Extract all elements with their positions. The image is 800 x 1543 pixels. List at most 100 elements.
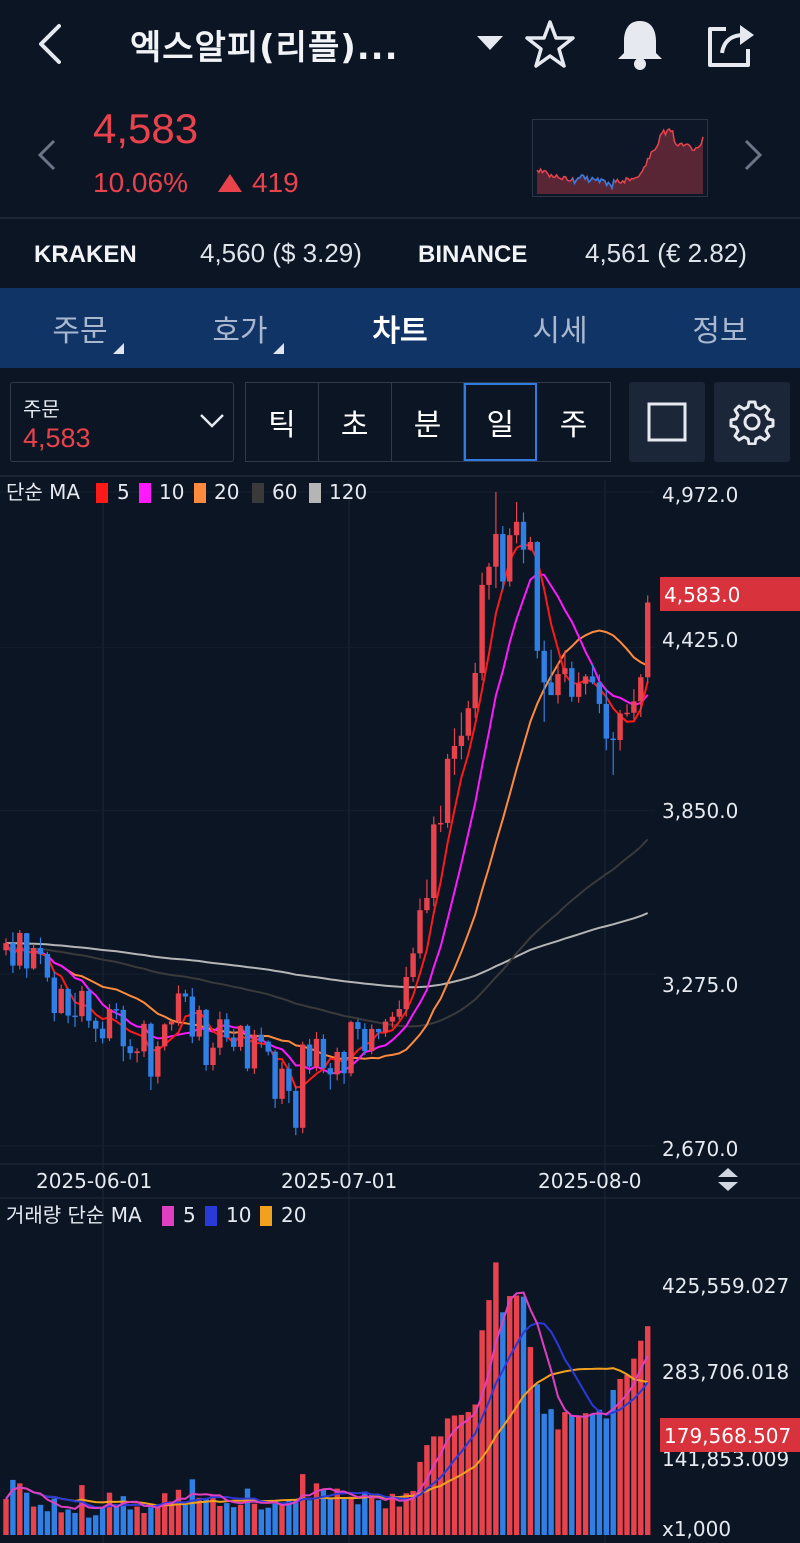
volume-bar: [17, 1483, 23, 1535]
tab-label: 주문: [52, 314, 108, 349]
candle-body: [472, 672, 478, 709]
volume-bar: [417, 1461, 423, 1535]
price-legend-title: 단순 MA: [6, 480, 80, 504]
candle-body: [155, 1046, 161, 1077]
candle-body: [203, 1009, 209, 1066]
period-day[interactable]: 일: [464, 383, 538, 461]
y-tick: 2,670.0: [662, 1137, 738, 1161]
resize-up-arrow-icon: [718, 1168, 738, 1177]
volume-bar: [555, 1429, 561, 1535]
volume-bar: [203, 1499, 209, 1535]
sparkline-line-down: [571, 174, 617, 191]
candle-body: [99, 1028, 106, 1039]
volume-bar: [355, 1504, 361, 1535]
volume-bar: [224, 1503, 230, 1535]
volume-bar: [175, 1489, 182, 1535]
period-week[interactable]: 주: [559, 408, 588, 443]
volume-bar: [479, 1330, 485, 1535]
back-button[interactable]: [22, 14, 78, 74]
volume-bar: [369, 1494, 375, 1535]
chevron-down-icon: [200, 414, 224, 428]
volume-bar: [631, 1358, 637, 1535]
period-second[interactable]: 초: [319, 383, 392, 461]
coin-selector[interactable]: 엑스알피(리플)...: [130, 18, 510, 70]
share-button[interactable]: [702, 14, 758, 74]
volume-bar: [306, 1500, 313, 1535]
period-tick[interactable]: 틱: [246, 383, 319, 461]
candle-body: [51, 977, 57, 1014]
ma10-label: 10: [159, 480, 184, 504]
resize-down-arrow-icon: [718, 1182, 738, 1191]
candle-body: [631, 701, 637, 713]
tab-orderbook[interactable]: 호가: [160, 288, 320, 368]
share-icon: [708, 25, 754, 67]
candle-body: [638, 677, 644, 702]
volume-bar: [265, 1507, 271, 1535]
volume-bar: [51, 1498, 57, 1535]
candle-body: [534, 542, 540, 651]
volume-bar: [148, 1504, 154, 1535]
volume-bar: [189, 1479, 195, 1535]
volume-bar: [210, 1494, 216, 1535]
volume-bar: [362, 1491, 368, 1535]
candle-body: [500, 534, 506, 582]
prev-coin-button[interactable]: [32, 135, 62, 175]
ma120-line: [5, 912, 649, 989]
candle-body: [231, 1037, 237, 1047]
volume-bar: [493, 1262, 499, 1535]
tab-info[interactable]: 정보: [640, 288, 800, 368]
candle-body: [17, 932, 23, 966]
volume-bar: [237, 1504, 244, 1535]
fullscreen-button[interactable]: [629, 382, 705, 462]
chevron-left-icon: [37, 139, 56, 171]
vol-ma20-label: 20: [281, 1203, 306, 1227]
candle-body: [93, 1020, 99, 1029]
vol-ma20-swatch: [260, 1206, 272, 1226]
period-minute[interactable]: 분: [392, 383, 465, 461]
candle-body: [403, 976, 409, 1010]
order-value: 4,583: [23, 423, 91, 453]
tab-order[interactable]: 주문: [0, 288, 160, 368]
order-price-selector[interactable]: 주문 4,583: [10, 382, 234, 462]
bell-icon: [618, 21, 662, 70]
coin-dropdown-button[interactable]: [462, 14, 518, 74]
alert-button[interactable]: [612, 14, 668, 74]
volume-bar: [86, 1517, 92, 1535]
volume-bar: [168, 1501, 175, 1535]
price-summary: 4,583 10.06% 419: [0, 95, 800, 217]
main-tabs: 주문 호가 차트 시세 정보: [0, 288, 800, 368]
candle-body: [555, 674, 561, 696]
x-axis: 2025-06-01 2025-07-01 2025-08-0: [36, 1169, 642, 1193]
candle-body: [113, 1009, 120, 1011]
price-volume-chart[interactable]: 단순 MA 5 10 20 60 120 4,972.0 4,425.0 3,8…: [0, 470, 800, 1543]
next-coin-button[interactable]: [738, 135, 768, 175]
volume-bar: [562, 1412, 568, 1535]
candle-body: [244, 1025, 251, 1069]
pane-resize-handle[interactable]: [718, 1168, 738, 1191]
volume-legend: 거래량 단순 MA 5 10 20: [6, 1203, 306, 1227]
volume-bar: [582, 1413, 589, 1535]
favorite-button[interactable]: [522, 14, 578, 74]
candle-body: [300, 1044, 306, 1128]
chart-settings-button[interactable]: [714, 382, 790, 462]
mini-sparkline-chart[interactable]: [532, 119, 708, 197]
tab-chart[interactable]: 차트: [320, 288, 480, 368]
grid: [0, 480, 655, 1543]
candle-body: [86, 990, 92, 1021]
volume-bar: [389, 1493, 396, 1535]
submenu-corner-icon: [273, 343, 284, 354]
volume-bar: [155, 1504, 161, 1535]
price-change: 10.06% 419: [93, 167, 299, 199]
candle-body: [141, 1023, 147, 1052]
candle-body: [306, 1044, 313, 1067]
candle-body: [513, 521, 520, 536]
volume-bar: [44, 1511, 51, 1535]
tab-market[interactable]: 시세: [480, 288, 640, 368]
volume-bar: [293, 1499, 299, 1535]
candle-body: [251, 1034, 258, 1069]
candle-body: [286, 1068, 292, 1091]
candle-body: [10, 943, 16, 966]
volume-bar: [596, 1409, 603, 1535]
candle-body: [389, 1016, 396, 1022]
candle-body: [272, 1051, 278, 1099]
